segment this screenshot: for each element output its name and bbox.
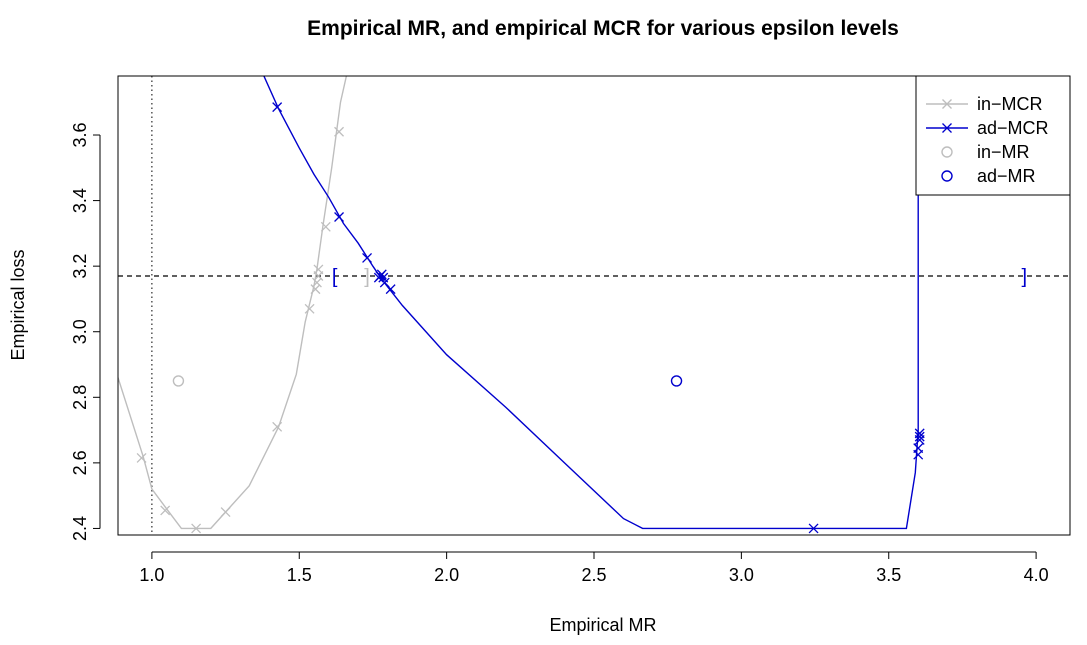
in-mcr-markers-point-10-stroke-b [320,221,331,232]
ad-mcr-markers-point-5 [376,269,387,280]
ad-mcr-markers-point-13 [914,431,925,442]
in-mcr-markers-point-2 [191,523,202,534]
ad-mcr-markers-point-0 [272,102,283,113]
ad-mcr-markers-point-13-stroke-b [914,431,925,442]
reference-lines [118,76,1070,535]
in-mcr-markers-point-4-stroke-b [272,421,283,432]
legend: in−MCR ad−MCR in−MR ad−MR [915,75,1071,196]
x-tick-label: 3.5 [876,565,901,585]
y-axis-label: Empirical loss [8,249,28,360]
y-tick-label: 3.6 [70,122,90,147]
y-tick-label: 3.2 [70,254,90,279]
legend-in-mr-label: in−MR [977,142,1030,162]
x-tick-label: 3.0 [729,565,754,585]
in-mcr-markers-point-11-stroke-b [334,126,345,137]
x-tick-label: 2.0 [434,565,459,585]
ad-mcr-markers-point-14-stroke-b [914,428,925,439]
ad-mcr-markers-point-14 [914,428,925,439]
ad-mcr-markers-point-6-stroke-b [378,272,389,283]
in-mcr-markers-point-2-stroke-b [191,523,202,534]
plot-frame [117,75,1071,536]
legend-ad-mr-label: ad−MR [977,166,1036,186]
chart-title: Empirical MR, and empirical MCR for vari… [307,17,899,40]
interval-brackets: []] [332,266,1027,288]
ad-mcr-line [263,76,919,530]
ad-mcr-markers-point-9 [808,523,819,534]
interval-bracket-1: ] [364,266,370,288]
in-mcr-markers-point-0 [136,452,147,463]
ad-mcr-markers-point-1-stroke-b [334,212,345,222]
in-mcr-markers-point-6-stroke-b [310,284,321,295]
interval-bracket-0: [ [332,266,338,288]
legend-in-mcr-entry: in−MCR [926,94,1043,114]
ad-mcr-markers-point-2-stroke-b [362,253,373,263]
legend-in-mcr-label: in−MCR [977,94,1043,114]
in-mcr-markers-point-5-stroke-b [304,303,315,314]
ad-mr-point-0 [670,375,683,387]
legend-in-mr-entry: in−MR [941,142,1030,162]
axes: 1.0 1.5 2.0 2.5 3.0 3.5 4.0 2.4 2.6 2.8 3.0 3.2 3.4 3… [70,122,1049,585]
y-tick-label: 3.4 [70,188,90,213]
ad-mcr-markers-point-7-stroke-b [379,277,390,288]
ad-mcr-markers-point-8-stroke-b [385,284,396,295]
in-mcr-markers-point-1 [160,505,171,516]
ad-mcr-markers-point-9-stroke-b [808,523,819,534]
in-mcr-markers-point-5 [304,303,315,314]
y-tick-label: 2.4 [70,516,90,541]
legend-ad-mr-entry: ad−MR [941,166,1036,186]
legend-ad-mr-marker [941,170,953,182]
in-mcr-markers-point-4 [272,421,283,432]
legend-in-mr-marker [941,146,953,158]
in-mcr-markers-point-1-stroke-b [160,505,171,516]
x-tick-label: 1.0 [139,565,164,585]
in-mcr-markers-point-9-stroke-b [313,264,324,275]
ad-mcr-markers-point-11 [913,443,924,454]
in-mr-point-0 [172,375,185,387]
in-mcr-markers-point-7-stroke-b [311,277,322,288]
legend-ad-mcr-marker-stroke-b [942,123,952,133]
legend-ad-mcr-label: ad−MCR [977,118,1049,138]
legend-in-mcr-marker [942,99,952,109]
x-tick-label: 4.0 [1024,565,1049,585]
in-mcr-line [118,76,348,530]
in-mcr-markers-point-3-stroke-b [220,507,231,518]
y-tick-label: 2.8 [70,385,90,410]
y-tick-label: 3.0 [70,319,90,344]
ad-mcr-markers-point-11-stroke-b [913,443,924,454]
ad-mcr-markers-point-5-stroke-b [376,269,387,280]
x-tick-label: 2.5 [581,565,606,585]
series-layer [118,76,925,534]
in-mcr-markers-point-0-stroke-b [136,452,147,463]
in-mcr-markers-point-6 [310,284,321,295]
x-axis-label: Empirical MR [549,615,656,635]
legend-ad-mcr-entry: ad−MCR [926,118,1049,138]
x-tick-label: 1.5 [287,565,312,585]
y-tick-label: 2.6 [70,450,90,475]
in-mcr-markers-point-7 [311,277,322,288]
in-mcr-markers-point-3 [220,507,231,518]
interval-bracket-2: ] [1022,266,1028,288]
in-mcr-markers-point-11 [334,126,345,137]
ad-mcr-markers-point-2 [362,253,373,263]
ad-mcr-markers-point-8 [385,284,396,295]
in-mcr-markers-point-10 [320,221,331,232]
ad-mcr-markers-point-0-stroke-b [272,102,283,113]
ad-mcr-markers-point-1 [334,212,345,222]
legend-in-mcr-marker-stroke-b [942,99,952,109]
legend-ad-mcr-marker [942,123,952,133]
in-mcr-markers-point-9 [313,264,324,275]
